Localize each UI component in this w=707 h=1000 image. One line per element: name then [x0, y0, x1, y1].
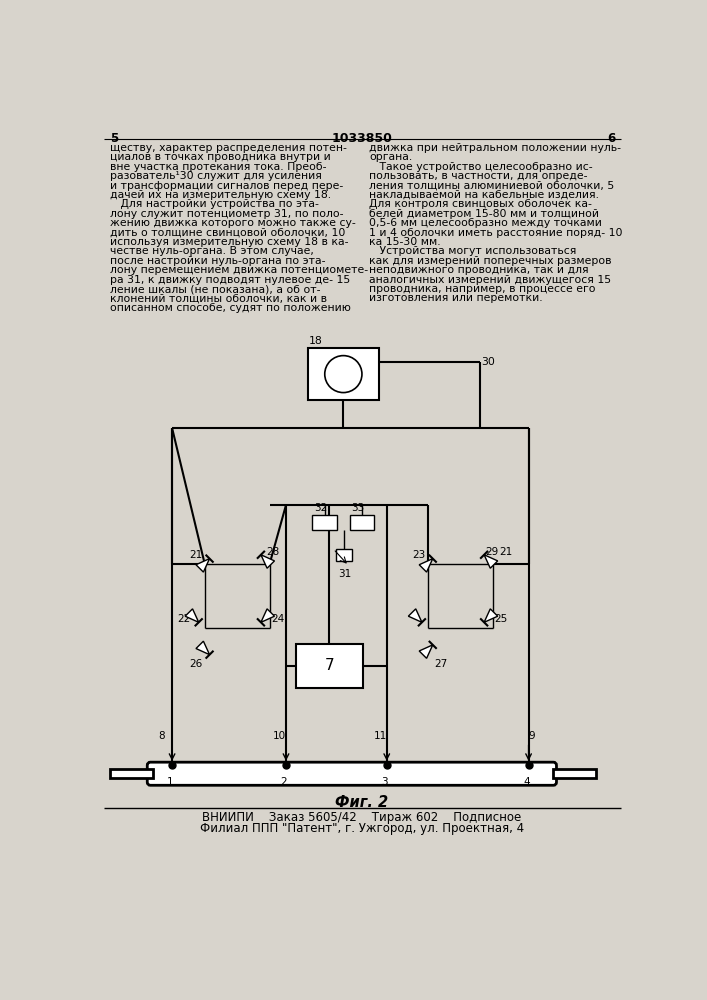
Polygon shape	[185, 609, 199, 622]
Text: Такое устройство целесообразно ис-: Такое устройство целесообразно ис-	[369, 162, 592, 172]
Text: 26: 26	[189, 659, 202, 669]
Polygon shape	[419, 559, 433, 572]
Text: 27: 27	[434, 659, 448, 669]
Text: лону перемещением движка потенциомете-: лону перемещением движка потенциомете-	[110, 265, 368, 275]
Text: проводника, например, в процессе его: проводника, например, в процессе его	[369, 284, 595, 294]
Text: ление шкалы (не показана), а об от-: ление шкалы (не показана), а об от-	[110, 284, 320, 294]
Text: аналогичных измерений движущегося 15: аналогичных измерений движущегося 15	[369, 275, 611, 285]
Text: 1 и 4 оболочки иметь расстояние поряд- 10: 1 и 4 оболочки иметь расстояние поряд- 1…	[369, 228, 622, 238]
Text: 1: 1	[166, 777, 173, 787]
Bar	[110, 769, 153, 778]
Text: органа.: органа.	[369, 152, 412, 162]
Polygon shape	[484, 609, 498, 622]
Text: 1033850: 1033850	[332, 132, 392, 145]
Text: циалов в точках проводника внутри и: циалов в точках проводника внутри и	[110, 152, 331, 162]
Text: изготовления или перемотки.: изготовления или перемотки.	[369, 293, 542, 303]
Text: 8: 8	[158, 731, 165, 741]
Text: 24: 24	[271, 614, 284, 624]
Text: 6: 6	[607, 132, 615, 145]
Polygon shape	[261, 555, 274, 568]
Text: 23: 23	[412, 550, 426, 560]
Text: пользовать, в частности, для опреде-: пользовать, в частности, для опреде-	[369, 171, 588, 181]
Bar	[312, 515, 337, 530]
Text: 2: 2	[281, 777, 287, 787]
Text: 30: 30	[481, 357, 495, 367]
Bar	[308, 348, 379, 400]
Text: разователь¹30 служит для усиления: разователь¹30 служит для усиления	[110, 171, 322, 181]
Text: 31: 31	[338, 569, 351, 579]
Text: 18: 18	[309, 336, 323, 346]
Text: 32: 32	[314, 503, 327, 513]
Circle shape	[325, 356, 362, 393]
Text: Устройства могут использоваться: Устройства могут использоваться	[369, 246, 576, 256]
Polygon shape	[409, 609, 422, 622]
Text: 22: 22	[177, 614, 191, 624]
Text: после настройки нуль-органа по эта-: после настройки нуль-органа по эта-	[110, 256, 326, 266]
Text: 4: 4	[523, 777, 530, 787]
Bar	[296, 644, 363, 688]
Polygon shape	[261, 609, 274, 622]
Text: дить о толщине свинцовой оболочки, 10: дить о толщине свинцовой оболочки, 10	[110, 228, 346, 238]
Text: описанном способе, судят по положению: описанном способе, судят по положению	[110, 303, 351, 313]
Text: Для контроля свинцовых оболочек ка-: Для контроля свинцовых оболочек ка-	[369, 199, 592, 209]
Text: Фиг. 2: Фиг. 2	[335, 795, 389, 810]
Polygon shape	[196, 641, 209, 655]
Polygon shape	[419, 645, 433, 658]
Text: 5: 5	[110, 132, 118, 145]
Text: дачей их на измерительную схему 18.: дачей их на измерительную схему 18.	[110, 190, 331, 200]
Text: клонений толщины оболочки, как и в: клонений толщины оболочки, как и в	[110, 293, 327, 303]
Text: 7: 7	[325, 658, 334, 673]
Text: как для измерений поперечных размеров: как для измерений поперечных размеров	[369, 256, 612, 266]
Text: ления толщины алюминиевой оболочки, 5: ления толщины алюминиевой оболочки, 5	[369, 181, 614, 191]
Text: 28: 28	[266, 547, 279, 557]
Text: ра 31, к движку подводят нулевое де- 15: ра 31, к движку подводят нулевое де- 15	[110, 275, 351, 285]
Text: 25: 25	[494, 614, 508, 624]
Text: накладываемой на кабельные изделия.: накладываемой на кабельные изделия.	[369, 190, 599, 200]
Bar	[349, 515, 374, 530]
Text: вне участка протекания тока. Преоб-: вне участка протекания тока. Преоб-	[110, 162, 327, 172]
Text: ВНИИПИ    Заказ 5605/42    Тираж 602    Подписное: ВНИИПИ Заказ 5605/42 Тираж 602 Подписное	[202, 811, 522, 824]
Text: Филиал ППП "Патент", г. Ужгород, ул. Проектная, 4: Филиал ППП "Патент", г. Ужгород, ул. Про…	[200, 822, 524, 835]
Bar	[554, 769, 596, 778]
Text: 21: 21	[499, 547, 513, 557]
Text: белей диаметром 15-80 мм и толщиной: белей диаметром 15-80 мм и толщиной	[369, 209, 599, 219]
Text: 10: 10	[273, 731, 286, 741]
Polygon shape	[484, 555, 498, 568]
Text: используя измерительную схему 18 в ка-: используя измерительную схему 18 в ка-	[110, 237, 349, 247]
Text: неподвижного проводника, так и для: неподвижного проводника, так и для	[369, 265, 588, 275]
Text: 21: 21	[189, 550, 202, 560]
Text: 9: 9	[528, 731, 535, 741]
Polygon shape	[196, 559, 209, 572]
Text: 0,5-6 мм целесообразно между точками: 0,5-6 мм целесообразно между точками	[369, 218, 602, 228]
Text: Для настройки устройства по эта-: Для настройки устройства по эта-	[110, 199, 319, 209]
Text: 11: 11	[374, 731, 387, 741]
Text: ка 15-30 мм.: ка 15-30 мм.	[369, 237, 440, 247]
Text: 3: 3	[381, 777, 387, 787]
Text: честве нуль-органа. В этом случае,: честве нуль-органа. В этом случае,	[110, 246, 314, 256]
Text: лону служит потенциометр 31, по поло-: лону служит потенциометр 31, по поло-	[110, 209, 344, 219]
Text: 29: 29	[485, 547, 498, 557]
Text: 33: 33	[351, 503, 364, 513]
Text: и трансформации сигналов перед пере-: и трансформации сигналов перед пере-	[110, 181, 344, 191]
Text: жению движка которого можно также су-: жению движка которого можно также су-	[110, 218, 356, 228]
Bar	[337, 549, 352, 561]
Text: ществу, характер распределения потен-: ществу, характер распределения потен-	[110, 143, 347, 153]
FancyBboxPatch shape	[147, 762, 556, 785]
Text: движка при нейтральном положении нуль-: движка при нейтральном положении нуль-	[369, 143, 621, 153]
